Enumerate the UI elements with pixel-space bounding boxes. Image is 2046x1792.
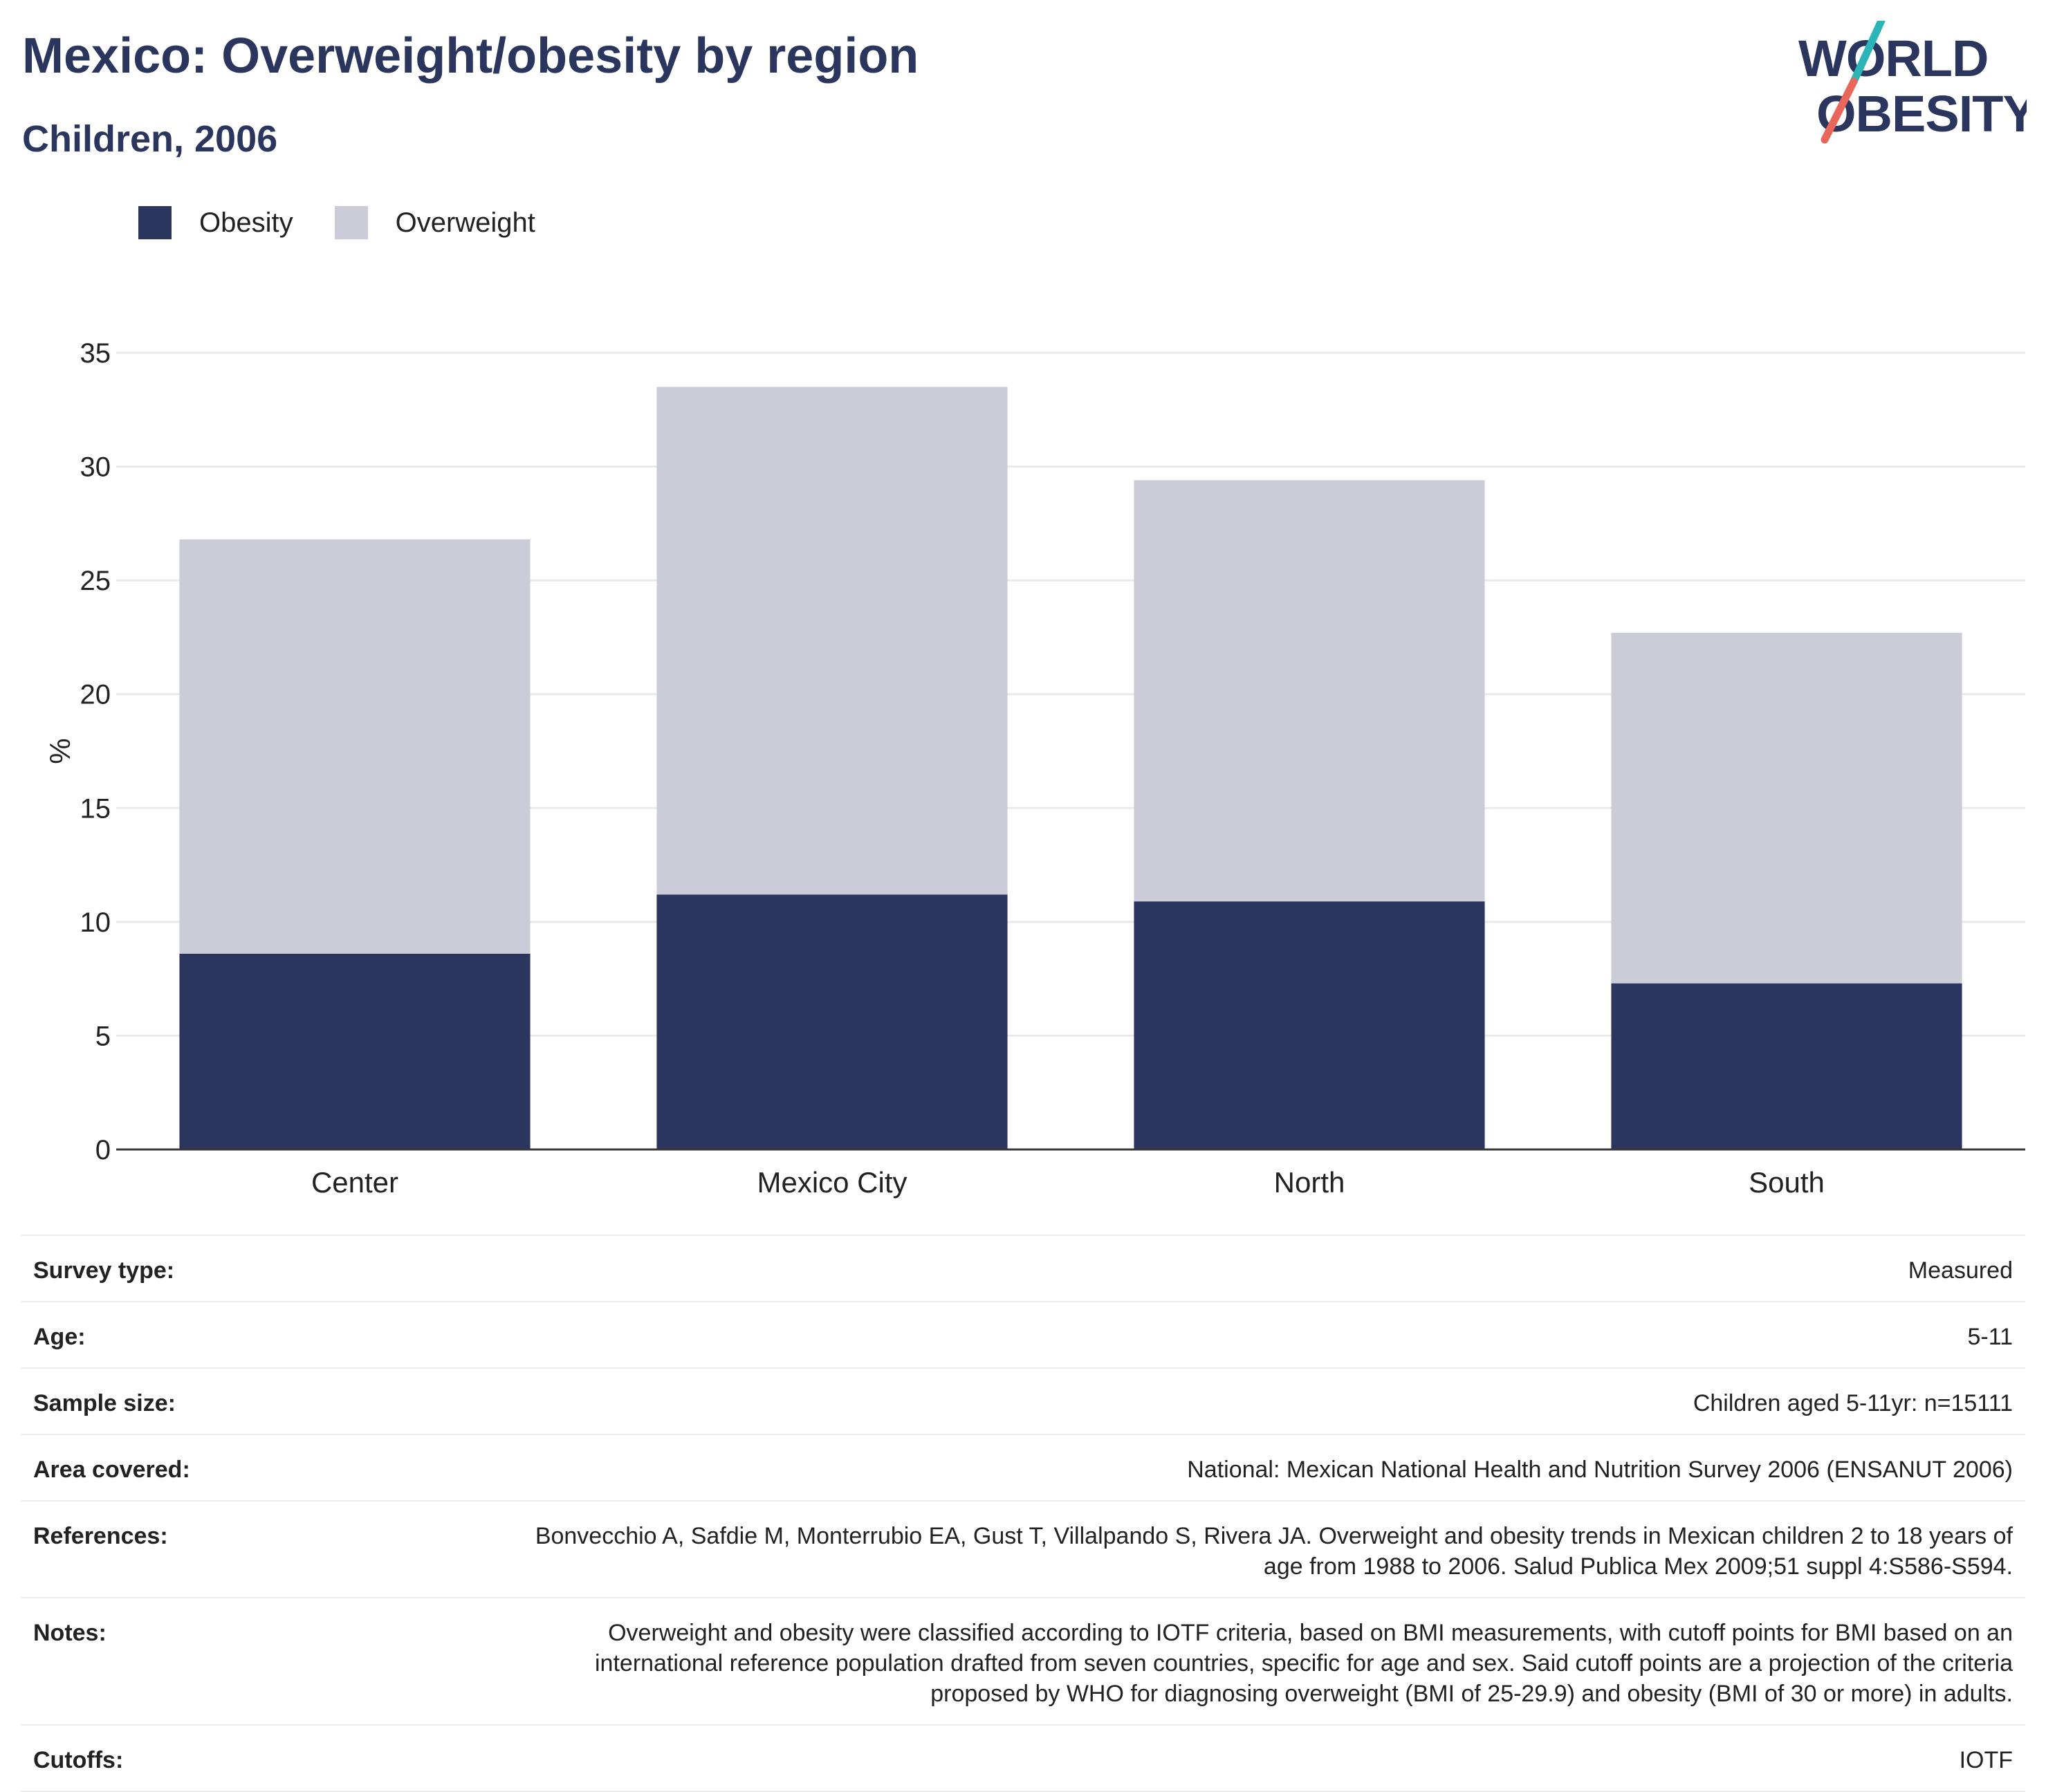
- legend-label-overweight: Overweight: [395, 207, 535, 238]
- logo-slash-bottom: [1821, 77, 1858, 144]
- metadata-key: Notes:: [33, 1620, 107, 1646]
- bar-obesity: [1134, 901, 1485, 1149]
- y-tick-label: 0: [95, 1135, 111, 1165]
- x-tick-label: South: [1749, 1166, 1825, 1199]
- bar-obesity: [656, 894, 1008, 1149]
- bar-obesity: [1611, 983, 1962, 1149]
- metadata-row: Age: 5-11: [21, 1301, 2025, 1367]
- bar-overweight: [1134, 480, 1485, 902]
- world-obesity-logo: WORLD OBESITY: [1798, 21, 2027, 144]
- y-tick-label: 35: [80, 338, 111, 369]
- metadata-value: Measured: [1908, 1257, 2013, 1284]
- metadata-value: 5-11: [1967, 1324, 2013, 1350]
- survey-metadata-table: Survey type: Measured Age: 5-11 Sample size:…: [21, 1235, 2025, 1792]
- metadata-value: National: Mexican National Health and Nu…: [1187, 1457, 2013, 1483]
- bar-overweight: [656, 387, 1008, 895]
- y-tick-label: 5: [95, 1021, 111, 1051]
- y-tick-label: 20: [80, 680, 111, 710]
- metadata-value: Bonvecchio A, Safdie M, Monterrubio EA, …: [535, 1523, 2013, 1580]
- y-tick-label: 15: [80, 793, 111, 824]
- metadata-key: Survey type:: [33, 1257, 175, 1284]
- metadata-row: Survey type: Measured: [21, 1235, 2025, 1301]
- metadata-row: Sample size: Children aged 5-11yr: n=1511…: [21, 1367, 2025, 1434]
- metadata-value: Overweight and obesity were classified a…: [595, 1620, 2013, 1707]
- y-tick-label: 10: [80, 907, 111, 938]
- legend-label-obesity: Obesity: [199, 207, 293, 238]
- x-tick-label: North: [1274, 1166, 1345, 1199]
- legend-swatch-overweight: [334, 206, 368, 239]
- bar-overweight: [1611, 632, 1962, 983]
- y-tick-label: 30: [80, 452, 111, 483]
- y-tick-label: 25: [80, 566, 111, 596]
- y-axis-label: %: [44, 738, 76, 764]
- legend-swatch-obesity: [138, 206, 172, 239]
- metadata-row: Area covered: National: Mexican National …: [21, 1434, 2025, 1500]
- page-title: Mexico: Overweight/obesity by region: [22, 28, 919, 84]
- metadata-key: Area covered:: [33, 1457, 190, 1483]
- logo-line1: WORLD: [1798, 30, 1989, 87]
- stacked-bar-chart: 0 5 10 15 20 25 30 35% Center Mexico City North Sou…: [44, 338, 2025, 1199]
- bar-overweight: [179, 539, 531, 954]
- logo-slash-top: [1850, 21, 1886, 86]
- metadata-row: Notes: Overweight and obesity were classi…: [21, 1597, 2025, 1724]
- metadata-row: Cutoffs: IOTF: [21, 1724, 2025, 1792]
- metadata-key: Cutoffs:: [33, 1747, 124, 1773]
- page-subtitle: Children, 2006: [22, 118, 278, 160]
- metadata-key: References:: [33, 1523, 168, 1549]
- metadata-key: Age:: [33, 1324, 86, 1350]
- bar-obesity: [179, 953, 531, 1149]
- x-tick-label: Mexico City: [757, 1166, 907, 1199]
- x-tick-label: Center: [311, 1166, 398, 1199]
- metadata-value: IOTF: [1959, 1747, 2013, 1773]
- metadata-value: Children aged 5-11yr: n=15111: [1693, 1390, 2013, 1416]
- chart-legend: Obesity Overweight: [138, 206, 577, 239]
- metadata-key: Sample size:: [33, 1390, 176, 1416]
- metadata-row: References: Bonvecchio A, Safdie M, Monte…: [21, 1500, 2025, 1597]
